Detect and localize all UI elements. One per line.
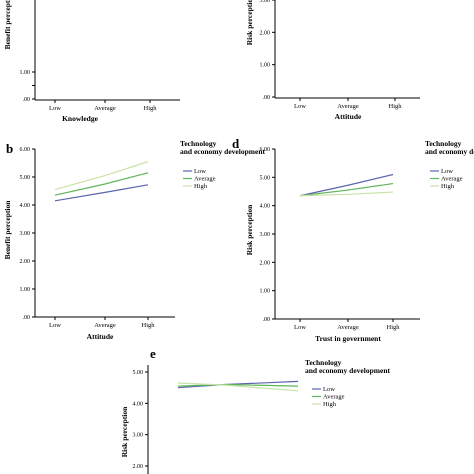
x-axis-title: Attitude [335,112,362,121]
x-tick-label: Low [294,324,306,331]
y-tick-label: .00 [23,315,31,321]
series-line-high [177,382,299,392]
x-tick-label: High [144,105,158,112]
chart-panel-2: 3.00 2.00 1.00 .00 Low Average High Attitude Ris… [245,0,420,121]
y-tick-label: 2.00 [260,30,271,36]
y-axis-title: Risk perception [245,204,254,255]
panel-letter: e [150,346,156,361]
y-tick-label: 3.00 [260,0,271,4]
legend-label: High [441,183,455,190]
legend-label: Low [194,168,206,175]
legend-label: Average [194,176,216,183]
y-axis-title: Benefit perception [3,0,12,49]
panel-letter: d [232,136,240,151]
y-axis-title: Risk perception [120,406,129,457]
y-tick-label: 6.00 [260,147,271,153]
y-tick-label: 1.00 [260,63,271,69]
x-tick-label: Average [337,103,359,110]
legend-title-line: Technology [425,139,462,148]
y-tick-label: 3.00 [20,231,31,237]
panel-letter: b [6,141,13,156]
y-tick-label: 1.00 [260,289,271,295]
y-tick-label: .00 [263,317,271,323]
legend-title-line: and economy development [425,147,474,156]
x-tick-label: High [389,103,403,110]
x-axis-title: Attitude [87,332,114,341]
series-line-low [299,173,394,197]
y-tick-label: 1.00 [20,287,31,293]
series-line-high [54,161,149,191]
y-tick-label: .00 [23,97,31,103]
legend-title-line: and economy development [180,147,266,156]
legend-label: High [194,183,208,190]
y-tick-label: 1.00 [20,70,31,76]
chart-panel-1: 1.00 .00 Low Average High Knowledge Benefit pe… [3,0,180,123]
x-tick-label: Average [94,322,116,329]
legend-label: High [323,401,337,408]
legend-label: Low [441,168,453,175]
x-tick-label: Average [337,324,359,331]
y-axis-title: Risk perception [245,0,254,45]
y-tick-label: 6.00 [20,147,31,153]
y-tick-label: 4.00 [260,204,271,210]
y-tick-label: 2.00 [133,464,144,470]
x-tick-label: Average [94,105,116,112]
x-tick-label: High [387,324,401,331]
y-tick-label: 3.00 [260,232,271,238]
legend-label: Average [323,394,345,401]
series-line-high [299,191,394,197]
y-tick-label: 4.00 [133,401,144,407]
y-tick-label: 5.00 [260,175,271,181]
y-tick-label: 2.00 [20,259,31,265]
y-tick-label: 5.00 [20,175,31,181]
x-axis-title: Trust in government [315,334,381,343]
series-line-average [54,172,149,196]
x-tick-label: Low [49,105,61,112]
legend-label: Low [323,386,335,393]
y-tick-label: .00 [263,95,271,101]
y-tick-label: 3.00 [133,433,144,439]
y-axis-title: Benefit perception [3,200,12,260]
x-tick-label: Low [49,322,61,329]
y-tick-label: 5.00 [133,370,144,376]
legend-title-line: and economy development [305,366,391,375]
legend-label: Average [441,176,463,183]
chart-panel-5: 5.00 4.00 3.00 2.00 Risk perception e Technolo… [120,346,391,474]
x-tick-label: High [142,322,156,329]
y-tick-label: 4.00 [20,203,31,209]
x-tick-label: Low [294,103,306,110]
legend-title-line: Technology [305,358,342,367]
series-line-average [177,383,299,387]
y-tick-label: 2.00 [260,260,271,266]
series-line-low [54,184,149,202]
series-line-average [299,182,394,197]
x-axis-title: Knowledge [62,114,99,123]
legend-title-line: Technology [180,139,217,148]
